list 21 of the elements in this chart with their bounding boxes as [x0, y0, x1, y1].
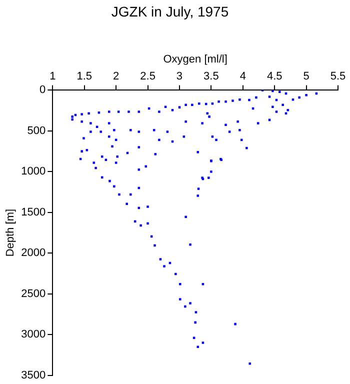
- x-tick-label: 1.5: [76, 70, 92, 83]
- y-tick-label: 1000: [21, 166, 46, 178]
- x-tick-label: 2: [113, 70, 120, 83]
- x-tick-label: 4.5: [266, 70, 282, 83]
- y-axis-title: Depth [m]: [4, 208, 17, 257]
- x-tick-label: 3: [176, 70, 183, 83]
- y-tick-label: 2500: [21, 288, 46, 300]
- y-tick-label: 500: [27, 124, 46, 137]
- y-tick-label: 0: [40, 84, 46, 96]
- y-tick-label: 3000: [21, 328, 46, 341]
- x-tick-label: 3.5: [204, 70, 219, 83]
- x-tick-label: 5: [303, 70, 310, 83]
- x-tick-label: 4: [240, 70, 246, 83]
- y-tick-label: 1500: [21, 206, 46, 218]
- x-tick-label: 1: [50, 70, 56, 83]
- x-axis-title: Oxygen [ml/l]: [163, 53, 228, 66]
- y-tick-label: 3500: [21, 369, 46, 382]
- x-tick-label: 2.5: [140, 70, 156, 83]
- chart-title: JGZK in July, 1975: [111, 3, 229, 20]
- y-tick-label: 2000: [21, 247, 46, 260]
- x-tick-label: 5.5: [330, 70, 346, 83]
